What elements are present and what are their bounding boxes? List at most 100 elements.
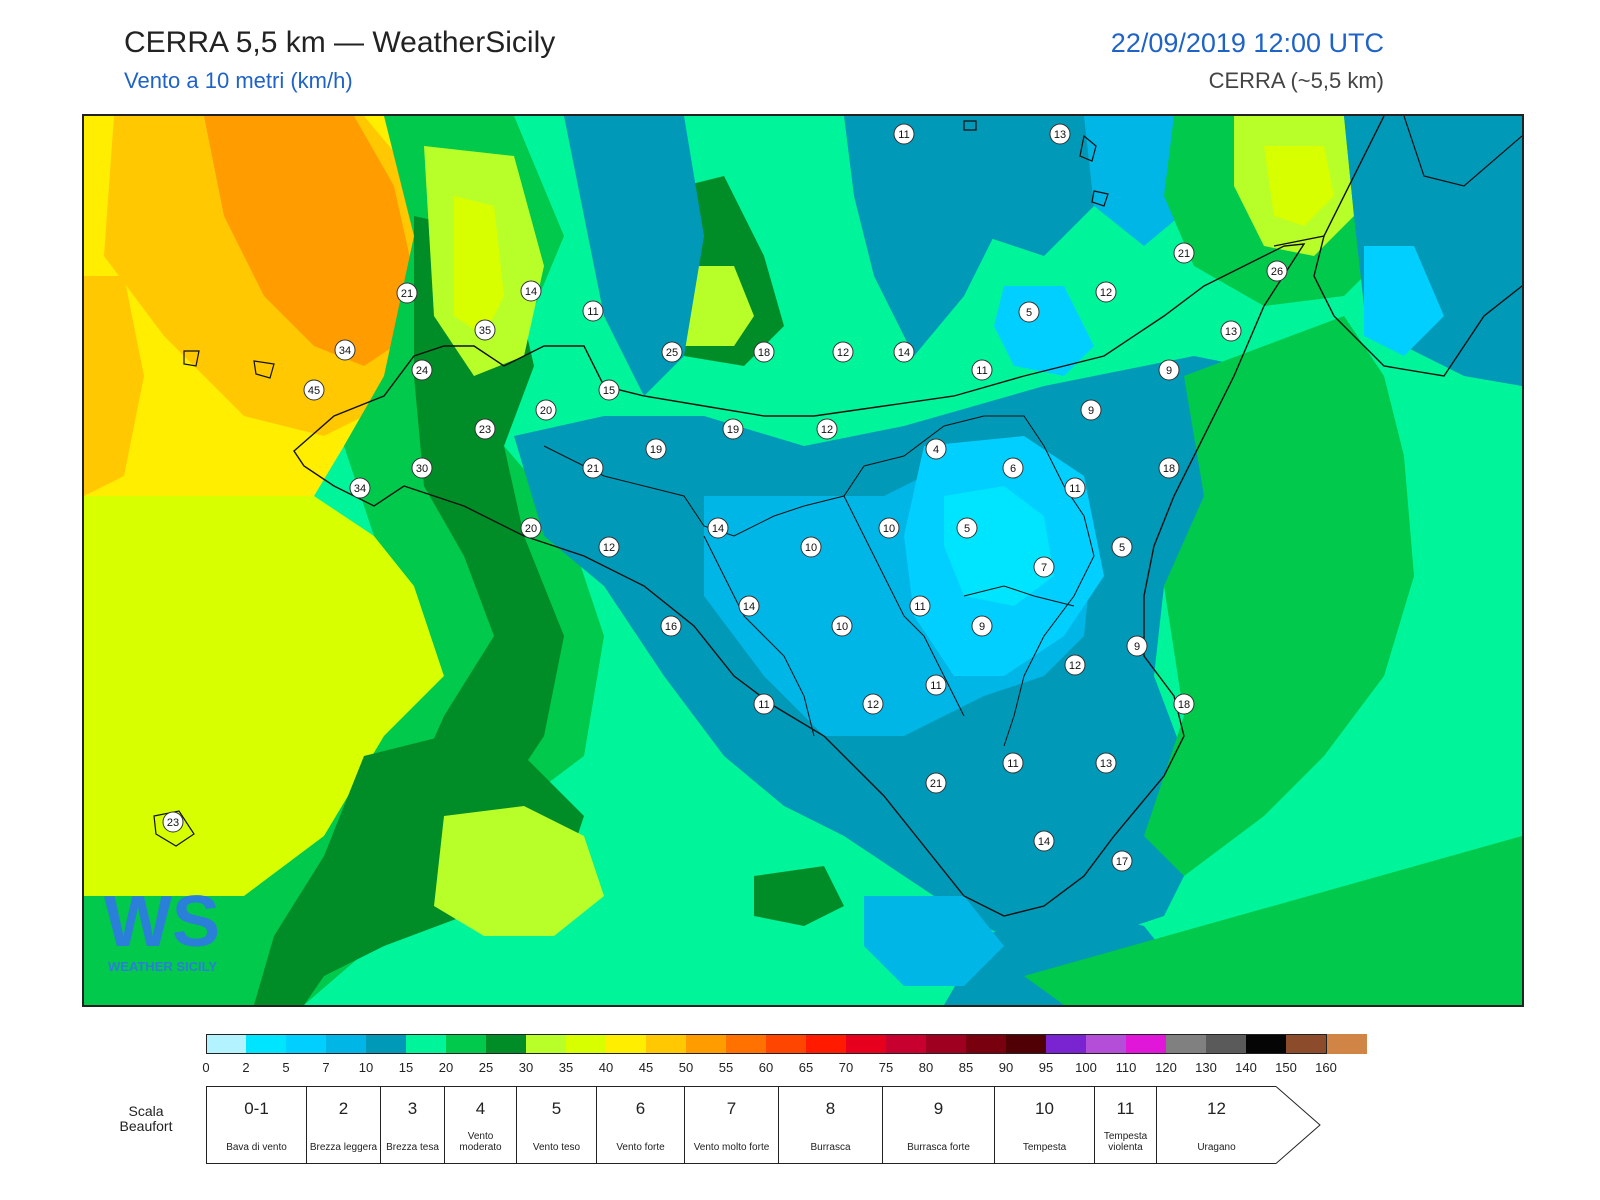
wind-zone-darkgreen-west xyxy=(404,216,564,836)
station-marker: 21 xyxy=(396,282,418,304)
scale-swatch xyxy=(726,1034,767,1054)
station-circle xyxy=(1049,123,1071,145)
station-marker: 12 xyxy=(862,693,884,715)
beaufort-cell: 6 Vento forte xyxy=(596,1086,684,1164)
scale-swatch xyxy=(846,1034,887,1054)
scale-tick-label: 2 xyxy=(242,1060,250,1075)
station-value: 20 xyxy=(540,405,552,417)
station-value: 12 xyxy=(603,542,615,554)
station-value: 18 xyxy=(758,347,770,359)
station-marker: 10 xyxy=(800,536,822,558)
station-marker: 14 xyxy=(893,341,915,363)
station-value: 19 xyxy=(727,424,739,436)
station-marker: 11 xyxy=(582,300,604,322)
station-circle xyxy=(893,341,915,363)
province-border-west xyxy=(703,535,815,737)
station-marker: 9 xyxy=(1080,399,1102,421)
wind-zone-orange-edge xyxy=(84,276,144,496)
scale-swatch xyxy=(286,1034,327,1054)
beaufort-cell: 12 Uragano xyxy=(1156,1086,1276,1164)
beaufort-description: Burrasca forte xyxy=(907,1142,970,1153)
station-marker: 18 xyxy=(1173,693,1195,715)
station-value: 14 xyxy=(525,286,537,298)
station-value: 5 xyxy=(1119,542,1125,554)
station-marker: 23 xyxy=(162,811,184,833)
wind-zone-cyan-east xyxy=(1364,246,1444,356)
beaufort-number: 12 xyxy=(1207,1099,1226,1118)
station-circle xyxy=(411,359,433,381)
station-marker: 12 xyxy=(1064,654,1086,676)
station-circle xyxy=(1220,320,1242,342)
station-value: 25 xyxy=(666,347,678,359)
station-marker: 5 xyxy=(1111,536,1133,558)
station-value: 11 xyxy=(1069,483,1080,495)
scale-tick-label: 140 xyxy=(1235,1060,1257,1075)
model-label: CERRA (~5,5 km) xyxy=(1208,68,1384,93)
scale-outline xyxy=(206,1034,1327,1054)
beaufort-cell: 0-1 Bava di vento xyxy=(206,1086,306,1164)
station-marker: 11 xyxy=(1064,477,1086,499)
wind-zone-green-farsouth xyxy=(1024,836,1522,1005)
station-marker: 11 xyxy=(925,674,947,696)
station-circle xyxy=(474,418,496,440)
station-circle xyxy=(598,536,620,558)
station-value: 10 xyxy=(883,523,895,535)
station-value: 21 xyxy=(930,778,942,790)
scale-swatch xyxy=(1206,1034,1247,1054)
color-scale-ticks: 0 2 5 7 10 15 20 25 30 35 40 45 50 55 60 65 70 75 80 85 90 95… xyxy=(202,1060,1406,1080)
scale-tick-label: 150 xyxy=(1275,1060,1297,1075)
station-circle xyxy=(800,536,822,558)
station-circle xyxy=(1033,830,1055,852)
station-circle xyxy=(925,772,947,794)
egadi-island xyxy=(183,350,200,367)
beaufort-number: 10 xyxy=(1035,1099,1054,1118)
scale-tick-label: 45 xyxy=(638,1060,654,1075)
station-value: 6 xyxy=(1010,463,1016,475)
scale-swatch xyxy=(926,1034,967,1054)
scale-tick-label: 40 xyxy=(598,1060,614,1075)
station-value: 19 xyxy=(650,444,662,456)
station-value: 13 xyxy=(1225,326,1237,338)
station-circle xyxy=(396,282,418,304)
station-value: 11 xyxy=(930,680,941,692)
station-circle xyxy=(582,300,604,322)
station-circle xyxy=(1033,556,1055,578)
station-marker: 16 xyxy=(660,615,682,637)
station-marker: 14 xyxy=(520,280,542,302)
station-value: 18 xyxy=(1163,463,1175,475)
station-value: 11 xyxy=(1007,758,1018,770)
station-marker: 26 xyxy=(1266,260,1288,282)
scale-swatch xyxy=(566,1034,607,1054)
station-circle xyxy=(831,615,853,637)
scale-swatch xyxy=(446,1034,487,1054)
station-marker: 30 xyxy=(411,457,433,479)
scale-tick-label: 70 xyxy=(838,1060,854,1075)
weathersicily-logo: WS WEATHER SICILY xyxy=(104,882,220,974)
wind-zone-lightblue-south xyxy=(864,896,1004,986)
wind-zone-green-southeast xyxy=(1144,316,1414,876)
station-circle xyxy=(1018,301,1040,323)
station-circle xyxy=(411,457,433,479)
station-marker: 12 xyxy=(598,536,620,558)
beaufort-description: Uragano xyxy=(1197,1142,1236,1153)
wind-zone-blue-north2 xyxy=(844,116,1004,356)
beaufort-number: 4 xyxy=(475,1099,486,1118)
station-circle xyxy=(1002,752,1024,774)
beaufort-cell: 11 Tempesta violenta xyxy=(1094,1086,1156,1164)
wind-zone-brightcyan-center xyxy=(944,486,1054,606)
beaufort-description: Bava di vento xyxy=(226,1142,287,1153)
station-value: 15 xyxy=(603,385,615,397)
scale-swatch xyxy=(646,1034,687,1054)
station-value: 34 xyxy=(354,483,366,495)
station-value: 14 xyxy=(743,601,755,613)
station-marker: 18 xyxy=(753,341,775,363)
scale-tick-label: 50 xyxy=(678,1060,694,1075)
station-circle xyxy=(878,517,900,539)
scale-tick-label: 7 xyxy=(322,1060,330,1075)
station-marker: 10 xyxy=(878,517,900,539)
station-value: 14 xyxy=(712,523,724,535)
station-circle xyxy=(738,595,760,617)
station-marker: 21 xyxy=(582,457,604,479)
wind-zone-lime-west xyxy=(84,496,444,896)
scale-swatch xyxy=(246,1034,287,1054)
